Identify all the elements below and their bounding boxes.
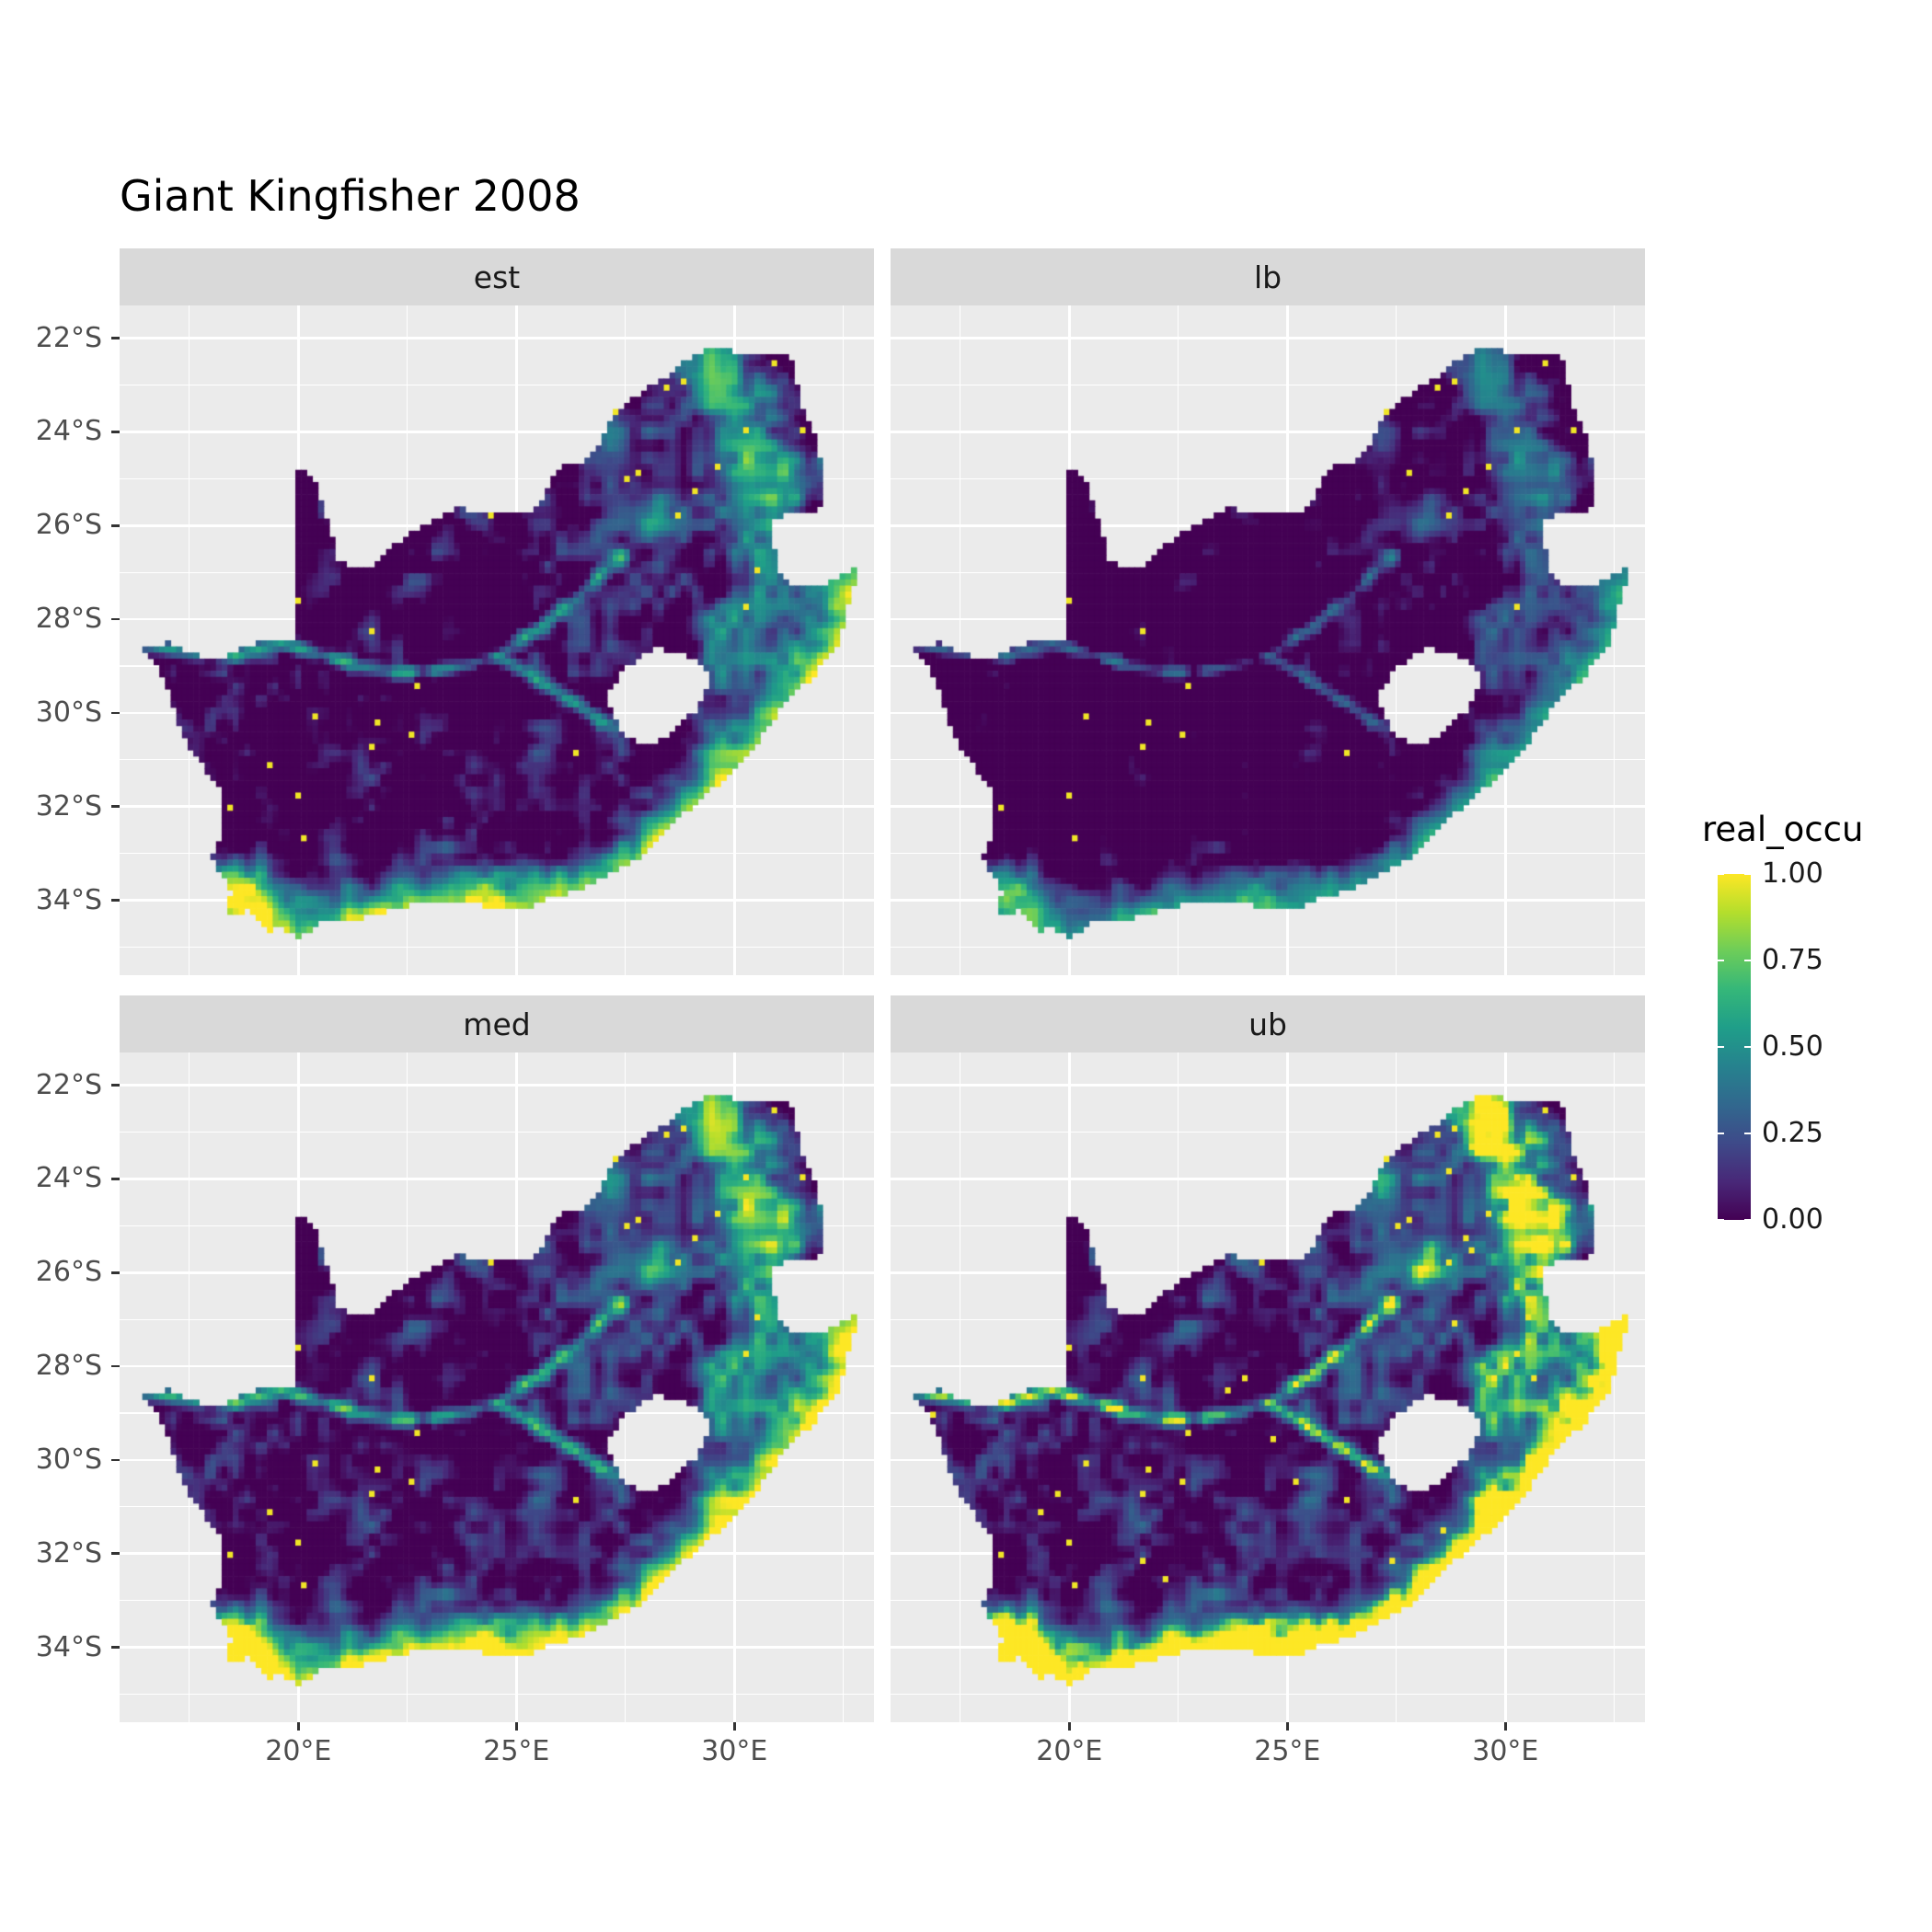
legend-tick <box>1718 959 1724 962</box>
y-axis-tick <box>111 1458 120 1462</box>
facet-strip-label-lb: lb <box>1253 259 1282 295</box>
legend-tick <box>1718 872 1724 876</box>
facet-strip-label-med: med <box>463 1006 531 1042</box>
y-axis-label: 24°S <box>35 1162 102 1195</box>
facet-strip-label-ub: ub <box>1248 1006 1287 1042</box>
y-axis-tick <box>111 617 120 621</box>
y-axis-tick <box>111 1364 120 1368</box>
legend-tick-label: 0.75 <box>1762 944 1823 976</box>
facet-strip-lb: lb <box>891 248 1645 305</box>
y-axis-label: 34°S <box>35 883 102 916</box>
x-axis-label: 25°E <box>1254 1735 1321 1767</box>
y-axis-tick <box>111 1552 120 1555</box>
facet-strip-med: med <box>120 995 874 1052</box>
y-axis-label: 26°S <box>35 1256 102 1289</box>
y-axis-tick <box>111 524 120 527</box>
raster-map-lb <box>891 305 1645 975</box>
x-axis-tick <box>1068 1722 1071 1731</box>
facet-panel-med <box>120 1052 874 1722</box>
y-axis-label: 32°S <box>35 789 102 822</box>
y-axis-label: 32°S <box>35 1536 102 1570</box>
x-axis-label: 30°E <box>1472 1735 1539 1767</box>
raster-map-est <box>120 305 874 975</box>
y-axis-tick <box>111 337 120 339</box>
y-axis-tick <box>111 1084 120 1087</box>
plot-title: Giant Kingfisher 2008 <box>120 171 581 221</box>
legend-tick-label: 0.50 <box>1762 1030 1823 1063</box>
y-axis-tick <box>111 805 120 808</box>
legend-title: real_occu <box>1702 810 1864 849</box>
y-axis-label: 28°S <box>35 603 102 636</box>
legend-tick <box>1744 872 1751 876</box>
y-axis-tick <box>111 1646 120 1649</box>
y-axis-label: 30°S <box>35 696 102 729</box>
y-axis-label: 28°S <box>35 1350 102 1383</box>
y-axis-label: 34°S <box>35 1630 102 1663</box>
legend: real_occu 1.00 0.75 0.50 0.25 0.00 <box>1702 810 1932 1288</box>
y-axis-label: 24°S <box>35 415 102 448</box>
y-axis-tick <box>111 899 120 902</box>
y-axis-tick <box>111 431 120 433</box>
legend-tick <box>1744 1045 1751 1049</box>
legend-tick-label: 1.00 <box>1762 857 1823 890</box>
x-axis-label: 20°E <box>1036 1735 1103 1767</box>
facet-strip-ub: ub <box>891 995 1645 1052</box>
facet-panel-ub <box>891 1052 1645 1722</box>
facet-panel-lb <box>891 305 1645 975</box>
x-axis-tick <box>733 1722 736 1731</box>
legend-tick <box>1744 959 1751 962</box>
y-axis-label: 22°S <box>35 321 102 354</box>
raster-map-med <box>120 1052 874 1722</box>
y-axis-label: 22°S <box>35 1068 102 1101</box>
x-axis-tick <box>297 1722 300 1731</box>
legend-tick <box>1718 1132 1724 1135</box>
x-axis-tick <box>1504 1722 1507 1731</box>
x-axis-label: 30°E <box>701 1735 768 1767</box>
y-axis-label: 26°S <box>35 509 102 542</box>
raster-map-ub <box>891 1052 1645 1722</box>
legend-tick <box>1744 1218 1751 1222</box>
legend-tick <box>1718 1045 1724 1049</box>
facet-panel-est <box>120 305 874 975</box>
y-axis-tick <box>111 1178 120 1180</box>
x-axis-label: 20°E <box>265 1735 332 1767</box>
facet-strip-label-est: est <box>473 259 521 295</box>
x-axis-label: 25°E <box>483 1735 550 1767</box>
legend-tick <box>1744 1132 1751 1135</box>
x-axis-tick <box>515 1722 518 1731</box>
legend-tick-label: 0.00 <box>1762 1203 1823 1236</box>
y-axis-tick <box>111 1271 120 1274</box>
y-axis-label: 30°S <box>35 1443 102 1476</box>
facet-strip-est: est <box>120 248 874 305</box>
x-axis-tick <box>1286 1722 1289 1731</box>
y-axis-tick <box>111 711 120 715</box>
legend-tick <box>1718 1218 1724 1222</box>
legend-tick-label: 0.25 <box>1762 1117 1823 1149</box>
